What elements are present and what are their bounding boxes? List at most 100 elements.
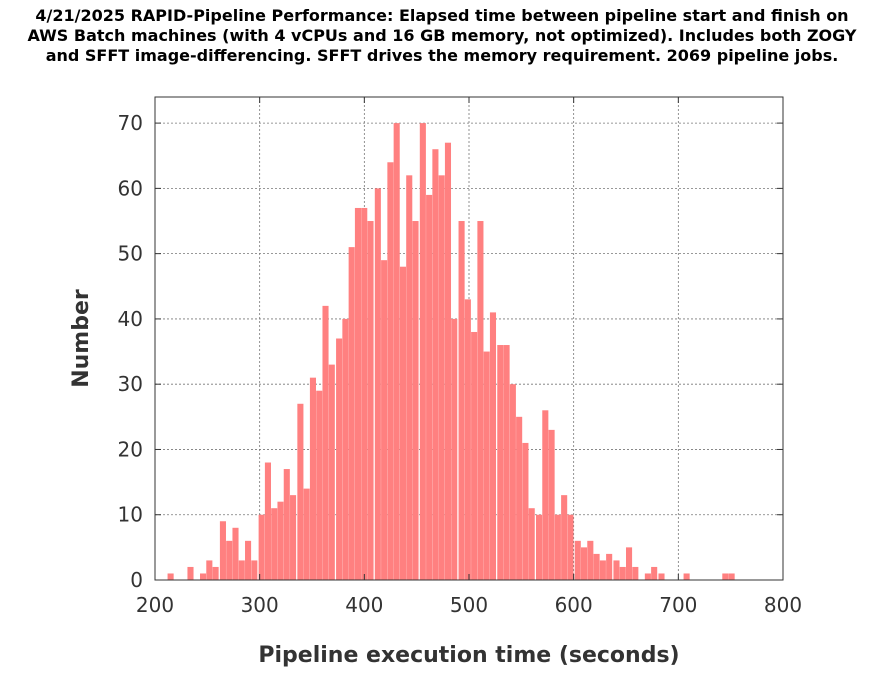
histogram-bar bbox=[522, 442, 529, 580]
histogram-bar bbox=[658, 573, 665, 580]
histogram-bar bbox=[464, 299, 471, 580]
histogram-bar bbox=[419, 123, 426, 581]
histogram-bar bbox=[303, 488, 310, 580]
x-tick-label: 400 bbox=[345, 593, 383, 617]
histogram-bar bbox=[342, 318, 349, 580]
chart-title-line-3: and SFFT image-differencing. SFFT drives… bbox=[45, 46, 839, 65]
y-tick-label: 20 bbox=[118, 437, 143, 461]
histogram-bar bbox=[574, 540, 581, 580]
histogram-bar bbox=[651, 566, 658, 580]
x-tick-label: 600 bbox=[555, 593, 593, 617]
chart-title-line-2: AWS Batch machines (with 4 vCPUs and 16 … bbox=[27, 26, 857, 45]
histogram-bar bbox=[432, 149, 439, 580]
histogram-bar bbox=[535, 514, 543, 580]
histogram-bar bbox=[542, 410, 549, 580]
histogram-bar bbox=[554, 514, 561, 580]
y-tick-label: 70 bbox=[118, 111, 143, 135]
histogram-bar bbox=[516, 416, 523, 580]
histogram-bar bbox=[458, 221, 465, 580]
histogram-bar bbox=[477, 221, 484, 580]
histogram-bar bbox=[361, 207, 368, 580]
y-tick-label: 30 bbox=[118, 372, 143, 396]
x-tick-label: 800 bbox=[764, 593, 802, 617]
histogram-bar bbox=[561, 495, 568, 580]
histogram-bar bbox=[580, 547, 588, 580]
histogram-bar bbox=[489, 312, 497, 580]
histogram-bar bbox=[374, 188, 381, 581]
chart-title-line-1: 4/21/2025 RAPID-Pipeline Performance: El… bbox=[35, 6, 849, 25]
x-tick-label: 700 bbox=[659, 593, 697, 617]
y-tick-label: 40 bbox=[118, 307, 143, 331]
histogram-bar bbox=[258, 514, 265, 580]
histogram-bar bbox=[322, 305, 329, 580]
histogram-bar bbox=[406, 175, 413, 580]
histogram-bar bbox=[497, 345, 504, 580]
chart-title: 4/21/2025 RAPID-Pipeline Performance: El… bbox=[0, 6, 884, 66]
histogram-bar bbox=[587, 540, 594, 580]
axis-ticks: 200 300 400 500 600 700 800 0 10 20 30 40 50 60 70 bbox=[118, 97, 802, 617]
histogram-bar bbox=[567, 514, 574, 580]
histogram-bar bbox=[644, 573, 651, 580]
y-tick-label: 60 bbox=[118, 176, 143, 200]
histogram-bar bbox=[722, 573, 729, 580]
histogram-bar bbox=[548, 429, 555, 580]
histogram-bar bbox=[471, 331, 478, 580]
histogram-bar bbox=[283, 469, 290, 580]
histogram-bar bbox=[728, 573, 735, 580]
histogram-bar bbox=[200, 573, 207, 580]
histogram-bar bbox=[393, 123, 400, 581]
histogram-bar bbox=[619, 566, 626, 580]
x-axis-label: Pipeline execution time (seconds) bbox=[258, 643, 679, 668]
histogram-bar bbox=[245, 540, 252, 580]
histogram-bar bbox=[277, 501, 284, 580]
histogram-bar bbox=[528, 508, 535, 580]
y-tick-label: 10 bbox=[118, 503, 143, 527]
histogram-bar bbox=[212, 566, 219, 580]
y-tick-label: 50 bbox=[118, 242, 143, 266]
histogram-bar bbox=[387, 162, 394, 580]
histogram-bar bbox=[336, 338, 343, 580]
x-tick-label: 200 bbox=[136, 593, 174, 617]
x-tick-label: 300 bbox=[241, 593, 279, 617]
histogram-bar bbox=[328, 364, 335, 580]
histogram-bar bbox=[483, 351, 490, 580]
histogram-bar bbox=[354, 207, 362, 580]
histogram-bar bbox=[503, 345, 510, 580]
histogram-bar bbox=[593, 553, 600, 580]
x-tick-label: 500 bbox=[450, 593, 488, 617]
histogram-bar bbox=[167, 573, 174, 580]
histogram-bar bbox=[206, 560, 213, 580]
histogram-bar bbox=[444, 142, 452, 580]
histogram-bar bbox=[348, 247, 355, 580]
histogram-bar bbox=[412, 221, 419, 580]
histogram-bar bbox=[613, 560, 620, 580]
histogram-bar bbox=[626, 547, 633, 580]
histogram-bar bbox=[606, 553, 613, 580]
y-axis-label: Number bbox=[69, 289, 94, 388]
histogram-bar bbox=[309, 377, 316, 580]
histogram-bar bbox=[226, 540, 233, 580]
histogram-bar bbox=[599, 560, 606, 580]
histogram-bar bbox=[381, 260, 388, 580]
histogram-bars bbox=[167, 123, 735, 581]
histogram-bar bbox=[683, 573, 690, 580]
histogram-bar bbox=[238, 560, 245, 580]
histogram-bar bbox=[438, 175, 445, 580]
histogram-bar bbox=[219, 521, 226, 580]
y-tick-label: 0 bbox=[130, 568, 143, 592]
histogram-bar bbox=[426, 194, 433, 581]
histogram-bar bbox=[187, 566, 194, 580]
histogram-bar bbox=[264, 462, 271, 580]
histogram-bar bbox=[367, 221, 374, 580]
histogram-bar bbox=[316, 390, 323, 580]
histogram-bar bbox=[271, 508, 278, 580]
histogram-bar bbox=[451, 318, 458, 580]
histogram-bar bbox=[509, 384, 516, 580]
histogram-bar bbox=[232, 527, 239, 580]
histogram-bar bbox=[290, 495, 297, 580]
histogram-bar bbox=[399, 266, 407, 580]
histogram-bar bbox=[251, 560, 258, 580]
histogram-bar bbox=[297, 403, 304, 580]
histogram-bar bbox=[632, 566, 639, 580]
